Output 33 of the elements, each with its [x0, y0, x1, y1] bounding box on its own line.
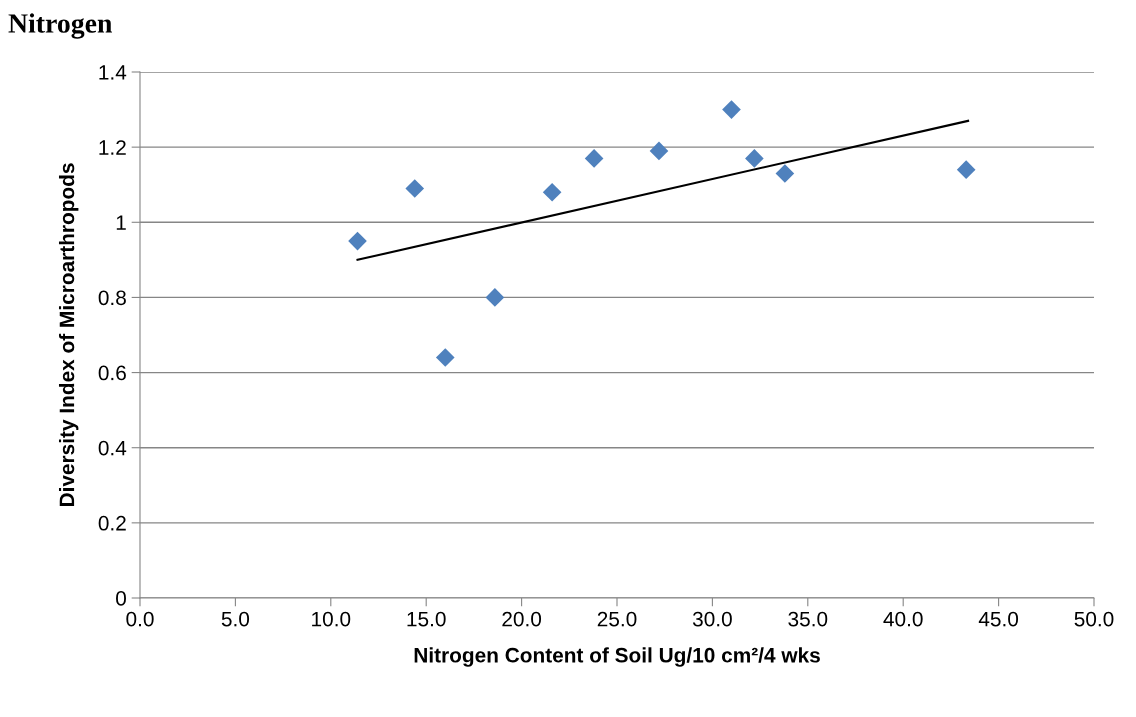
y-tick-label: 0.8	[98, 290, 126, 306]
x-axis-title: Nitrogen Content of Soil Ug/10 cm²/4 wks	[414, 647, 820, 667]
y-tick-label: 1.2	[99, 140, 126, 155]
y-tick-label: 0.6	[98, 365, 126, 381]
point	[485, 288, 505, 307]
point	[722, 100, 741, 119]
point	[542, 182, 562, 202]
x-tick-label: 15.0	[407, 611, 446, 627]
y-tick-label: 0	[116, 591, 126, 606]
point	[584, 149, 604, 168]
point	[956, 160, 976, 179]
chart-title: Nitrogen	[8, 13, 113, 39]
x-tick-label: 25.0	[597, 611, 637, 627]
point	[348, 231, 367, 251]
y-tick-label: 1.4	[99, 65, 127, 80]
x-tick-label: 40.0	[883, 611, 923, 627]
x-tick-label: 30.0	[692, 611, 732, 627]
point	[745, 149, 764, 168]
y-axis-title: Diversity Index of Microarthropods	[58, 163, 79, 507]
x-tick-label: 5.0	[221, 611, 250, 627]
y-tick-label: 0.4	[98, 440, 127, 456]
point	[435, 348, 455, 367]
x-tick-label: 10.0	[312, 611, 351, 627]
point	[775, 164, 795, 183]
x-tick-label: 20.0	[502, 611, 542, 627]
x-tick-label: 0.0	[126, 611, 154, 627]
y-tick-label: 0.2	[98, 515, 126, 531]
x-tick-label: 50.0	[1074, 611, 1114, 627]
point	[649, 141, 669, 161]
x-tick-label: 45.0	[978, 611, 1019, 627]
point	[405, 179, 425, 198]
x-tick-label: 35.0	[788, 611, 828, 627]
y-tick-label: 1	[116, 215, 126, 230]
